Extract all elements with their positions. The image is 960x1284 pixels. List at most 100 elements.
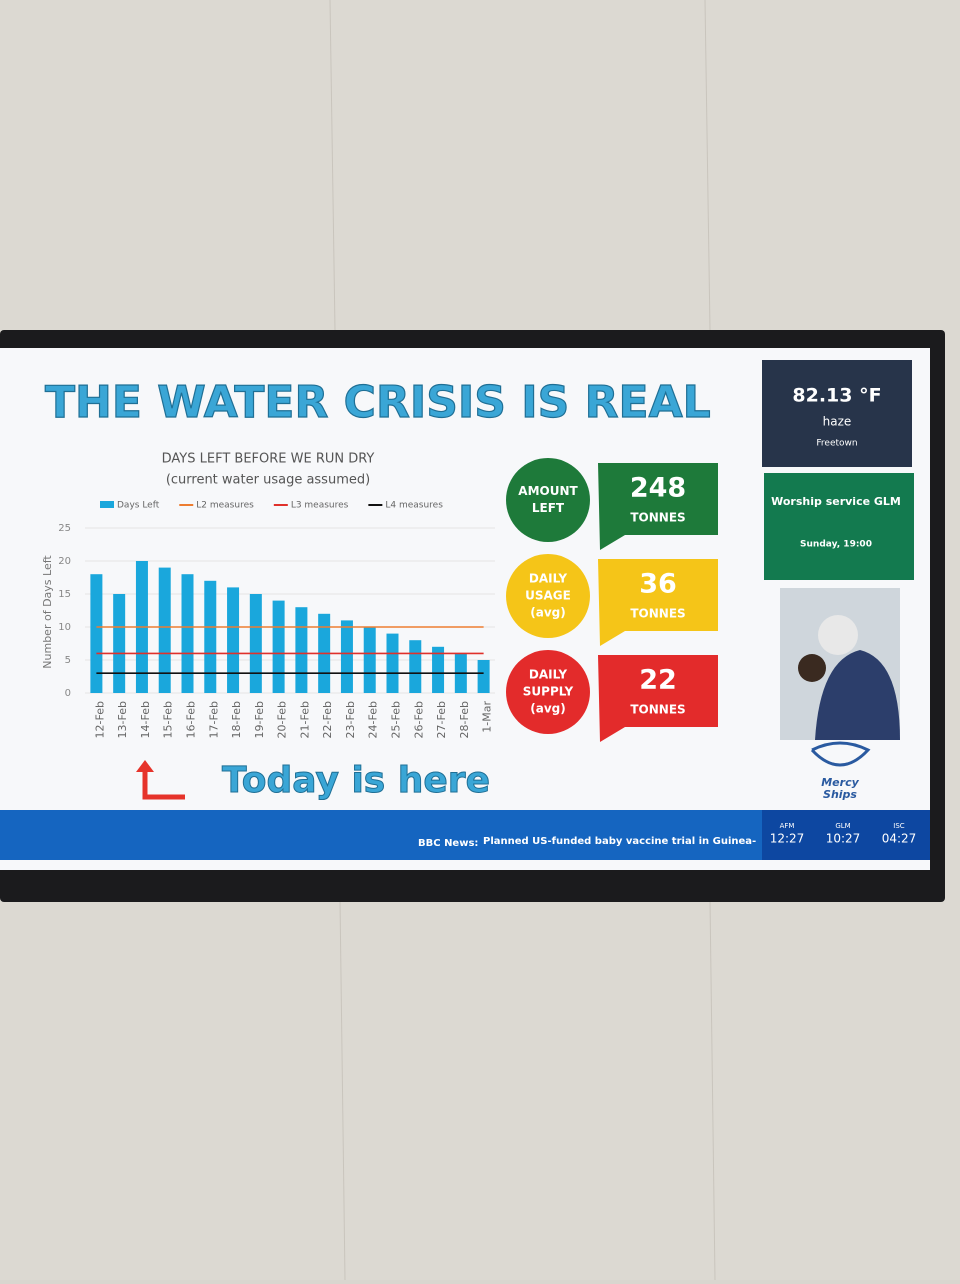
- stat-label: (avg): [530, 606, 565, 620]
- bar: [204, 580, 217, 693]
- y-tick-label: 20: [58, 556, 71, 567]
- x-tick-label: 21-Feb: [298, 701, 311, 738]
- wall-seam: [339, 899, 346, 1281]
- stat-bubble: [598, 463, 718, 550]
- clock-zone: AFM: [780, 822, 795, 830]
- stat-bubble: [598, 559, 718, 646]
- x-tick-label: 20-Feb: [276, 701, 289, 738]
- y-tick-label: 25: [58, 523, 71, 534]
- legend-label: L2 measures: [196, 501, 254, 511]
- chart: 0 5 10 15 20 25 12-Feb 13-Feb 14-Feb 15-Feb 16-Feb…: [58, 501, 495, 738]
- x-tick-label: 18-Feb: [230, 701, 243, 738]
- photo-figure: [815, 650, 900, 740]
- clock-time: 12:27: [770, 832, 805, 846]
- stat-label: (avg): [530, 702, 565, 716]
- bar: [113, 594, 126, 693]
- stat-label: USAGE: [525, 589, 571, 603]
- clock-time: 10:27: [826, 832, 861, 846]
- bar: [158, 567, 171, 693]
- city: Freetown: [816, 439, 857, 449]
- arrow-head: [136, 760, 154, 772]
- x-tick-label: 26-Feb: [412, 701, 425, 738]
- x-tick-label: 28-Feb: [458, 701, 471, 738]
- event-box: [764, 473, 914, 580]
- bar: [477, 660, 490, 693]
- legend-swatch: [100, 501, 114, 508]
- clock-bar: [762, 810, 930, 860]
- bar: [340, 620, 353, 693]
- bar: [249, 594, 262, 693]
- legend-label: L3 measures: [291, 501, 349, 511]
- stat-circle: [506, 458, 590, 542]
- bar: [432, 646, 445, 693]
- stat-circle: [506, 554, 590, 638]
- wall-seam: [709, 899, 716, 1281]
- x-tick-label: 17-Feb: [207, 701, 220, 738]
- stat-value: 248: [630, 473, 686, 504]
- stat-label: DAILY: [529, 572, 567, 586]
- event-time: Sunday, 19:00: [800, 540, 872, 550]
- y-tick-label: 0: [65, 688, 71, 699]
- x-tick-label: 14-Feb: [139, 701, 152, 738]
- legend-label: L4 measures: [385, 501, 443, 511]
- x-tick-label: 13-Feb: [116, 701, 129, 738]
- bar: [363, 627, 376, 693]
- x-tick-label: 25-Feb: [390, 701, 403, 738]
- chart-title: DAYS LEFT BEFORE WE RUN DRY: [162, 452, 375, 467]
- stat-value: 36: [639, 569, 677, 600]
- x-tick-label: 16-Feb: [185, 701, 198, 738]
- bar: [295, 607, 308, 693]
- stat-label: AMOUNT: [518, 484, 578, 498]
- condition: haze: [823, 415, 852, 429]
- bar: [272, 600, 285, 693]
- wall-seam: [704, 0, 711, 331]
- x-tick-label: 23-Feb: [344, 701, 357, 738]
- legend-label: Days Left: [117, 501, 160, 511]
- x-tick-label: 27-Feb: [435, 701, 448, 738]
- x-tick-label: 15-Feb: [162, 701, 175, 738]
- arrow: [142, 766, 185, 800]
- bar: [227, 587, 240, 693]
- stat-label: SUPPLY: [523, 685, 574, 699]
- bar: [409, 640, 422, 693]
- x-tick-label: 19-Feb: [253, 701, 266, 738]
- photo-figure: [798, 654, 826, 682]
- chart-subtitle: (current water usage assumed): [166, 473, 370, 488]
- stat-unit: TONNES: [630, 703, 685, 717]
- weather-box: [762, 360, 912, 467]
- temperature: 82.13 °F: [792, 385, 881, 407]
- wall-seam: [329, 0, 336, 331]
- bar: [90, 574, 103, 693]
- x-tick-label: 22-Feb: [321, 701, 334, 738]
- stat-bubble: [598, 655, 718, 742]
- photo-figure: [818, 615, 858, 655]
- ticker-headline: Planned US-funded baby vaccine trial in …: [483, 836, 756, 847]
- stats: AMOUNT LEFT 248 TONNES DAILY USAGE (avg) 36 TONN…: [506, 458, 718, 742]
- annotation: Today is here: [222, 760, 490, 801]
- stat-label: DAILY: [529, 668, 567, 682]
- ticker-source: BBC News:: [418, 838, 478, 849]
- x-tick-label: 1-Mar: [481, 701, 494, 733]
- stat-unit: TONNES: [630, 511, 685, 525]
- stat-circle: [506, 650, 590, 734]
- stat-value: 22: [639, 665, 677, 696]
- stat-label: LEFT: [532, 501, 565, 515]
- clock-time: 04:27: [882, 832, 917, 846]
- x-tick-label: 24-Feb: [367, 701, 380, 738]
- logo-mark: [810, 741, 871, 767]
- bar: [386, 633, 399, 693]
- bar: [181, 574, 194, 693]
- y-tick-label: 5: [65, 655, 71, 666]
- heading: THE WATER CRISIS IS REAL: [45, 377, 711, 428]
- clock-zone: ISC: [893, 822, 905, 830]
- logo-text: Ships: [823, 788, 857, 801]
- x-tick-label: 12-Feb: [93, 701, 106, 738]
- clock-zone: GLM: [835, 822, 850, 830]
- clocks: AFM 12:27 GLM 10:27 ISC 04:27: [770, 822, 917, 846]
- event-title: Worship service GLM: [771, 495, 901, 508]
- logo-text: Mercy: [821, 776, 859, 789]
- y-tick-label: 10: [58, 622, 71, 633]
- y-tick-label: 15: [58, 589, 71, 600]
